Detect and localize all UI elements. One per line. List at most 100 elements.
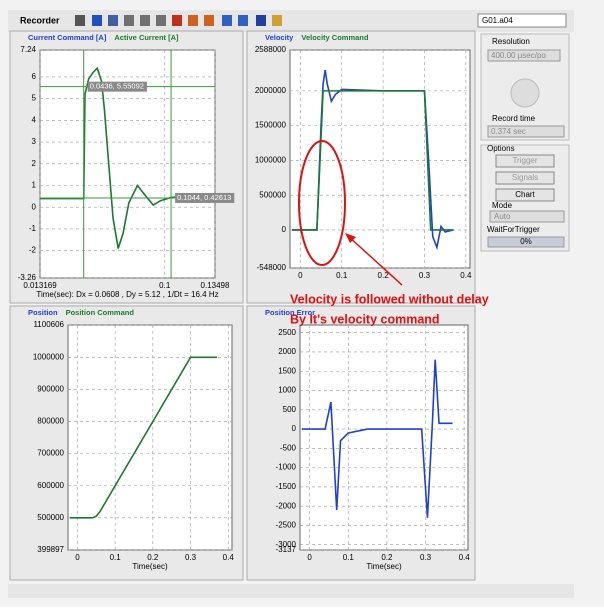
x-axis-label: Time(sec)	[366, 562, 402, 571]
button[interactable]	[495, 188, 555, 202]
icon[interactable]	[238, 15, 248, 26]
y-tick-label: -2	[29, 246, 37, 255]
x-tick-label: 0.3	[419, 271, 431, 280]
legend-entry: Velocity	[265, 33, 294, 42]
label: WaitForTrigger	[487, 225, 540, 234]
x-tick-label: 0.1	[343, 553, 355, 562]
label: Options	[487, 144, 515, 153]
icon[interactable]	[172, 15, 182, 26]
annotation: Velocity is followed without delay By It…	[290, 140, 489, 326]
x-tick-label: 0.013169	[23, 281, 57, 290]
icon[interactable]	[188, 15, 198, 26]
y-tick-label: 700000	[37, 449, 64, 458]
button[interactable]	[495, 171, 555, 185]
axis-selector-value: G01.a04	[482, 16, 513, 25]
y-tick-label: -2000	[276, 501, 297, 510]
annotation-text: Velocity is followed without delay	[290, 292, 489, 306]
knob[interactable]	[510, 78, 540, 108]
dropdown-value: 400.00 µsec/po	[491, 51, 546, 60]
dropdown[interactable]	[489, 210, 565, 223]
y-tick-label: 1100606	[33, 320, 64, 329]
x-tick-label: 0.1	[336, 271, 348, 280]
x-tick-label: 0.4	[459, 553, 471, 562]
y-tick-label: -1000	[276, 463, 297, 472]
y-tick-label: -548000	[257, 263, 287, 272]
toolbar-title: Recorder	[20, 15, 60, 25]
annotation-text: By It's velocity command	[290, 312, 440, 326]
legend-entry: Position	[28, 308, 58, 317]
x-tick-label: 0	[298, 271, 303, 280]
dropdown[interactable]	[487, 49, 561, 62]
y-tick-label: 399897	[37, 545, 64, 554]
legend-entry: Velocity Command	[301, 33, 369, 42]
x-tick-label: 0.13498	[201, 281, 230, 290]
icon-open[interactable]	[272, 15, 282, 26]
y-tick-label: -3.26	[18, 273, 37, 282]
icon[interactable]	[108, 15, 118, 26]
series-line	[292, 90, 454, 231]
cursor-label-bg	[87, 81, 147, 92]
y-tick-label: 6	[32, 72, 37, 81]
x-tick-label: 0.2	[378, 271, 390, 280]
y-tick-label: 1500000	[255, 121, 287, 130]
legend-entry: Position Error	[265, 308, 315, 317]
x-tick-label: 0	[307, 553, 312, 562]
icon-save[interactable]	[256, 15, 266, 26]
y-tick-label: 500000	[37, 513, 64, 522]
icon[interactable]	[222, 15, 232, 26]
y-tick-label: -500	[280, 443, 297, 452]
status-bar	[8, 584, 574, 598]
y-tick-label: 2000	[278, 347, 296, 356]
label: Mode	[492, 201, 513, 210]
legend-entry: Position Command	[66, 308, 135, 317]
y-tick-label: 0	[282, 225, 287, 234]
y-tick-label: 500	[283, 405, 297, 414]
y-tick-label: 2500	[278, 328, 296, 337]
x-tick-label: 0.4	[460, 271, 472, 280]
y-tick-label: 1000	[278, 386, 296, 395]
button[interactable]	[495, 154, 555, 168]
dropdown[interactable]	[487, 125, 565, 138]
y-tick-label: -1500	[276, 482, 297, 491]
label: Record time	[492, 114, 536, 123]
arrow	[347, 235, 403, 286]
y-tick-label: 500000	[259, 190, 286, 199]
x-axis-label: Time(sec)	[132, 562, 168, 571]
icon[interactable]	[204, 15, 214, 26]
legend-entry: Current Command [A]	[28, 33, 107, 42]
x-tick-label: 0.1	[110, 553, 122, 562]
y-tick-label: 0	[292, 424, 297, 433]
axis-selector[interactable]	[477, 13, 567, 28]
dropdown-value: Auto	[494, 212, 511, 221]
button-label: Chart	[515, 190, 535, 199]
cursor-label: 0.0436, 5.55092	[90, 82, 144, 91]
x-tick-label: 0.4	[223, 553, 235, 562]
icon-stop[interactable]	[92, 15, 102, 26]
legend-entry: Active Current [A]	[114, 33, 179, 42]
series-line	[301, 359, 453, 518]
label: Resolution	[492, 37, 530, 46]
button-label: Signals	[512, 173, 538, 182]
toolbar-icons[interactable]	[75, 15, 282, 26]
y-tick-label: -2500	[276, 521, 297, 530]
plot-area	[299, 324, 469, 551]
y-tick-label: 5	[32, 94, 37, 103]
y-tick-label: 0	[32, 202, 37, 211]
button-label: Trigger	[512, 156, 537, 165]
progress-value: 0%	[520, 237, 532, 246]
plot-area	[289, 49, 471, 269]
icon[interactable]	[156, 15, 166, 26]
y-tick-label: 2	[32, 159, 37, 168]
y-tick-label: 7.24	[20, 45, 36, 54]
x-tick-label: 0.2	[381, 553, 393, 562]
icon[interactable]	[140, 15, 150, 26]
y-tick-label: 2588000	[255, 45, 287, 54]
plot-area	[67, 324, 233, 551]
highlight-ellipse	[298, 140, 346, 266]
y-tick-label: 1500	[278, 366, 296, 375]
icon-play[interactable]	[75, 15, 85, 26]
icon[interactable]	[124, 15, 134, 26]
y-tick-label: -1	[29, 224, 37, 233]
x-tick-label: 0.3	[185, 553, 197, 562]
